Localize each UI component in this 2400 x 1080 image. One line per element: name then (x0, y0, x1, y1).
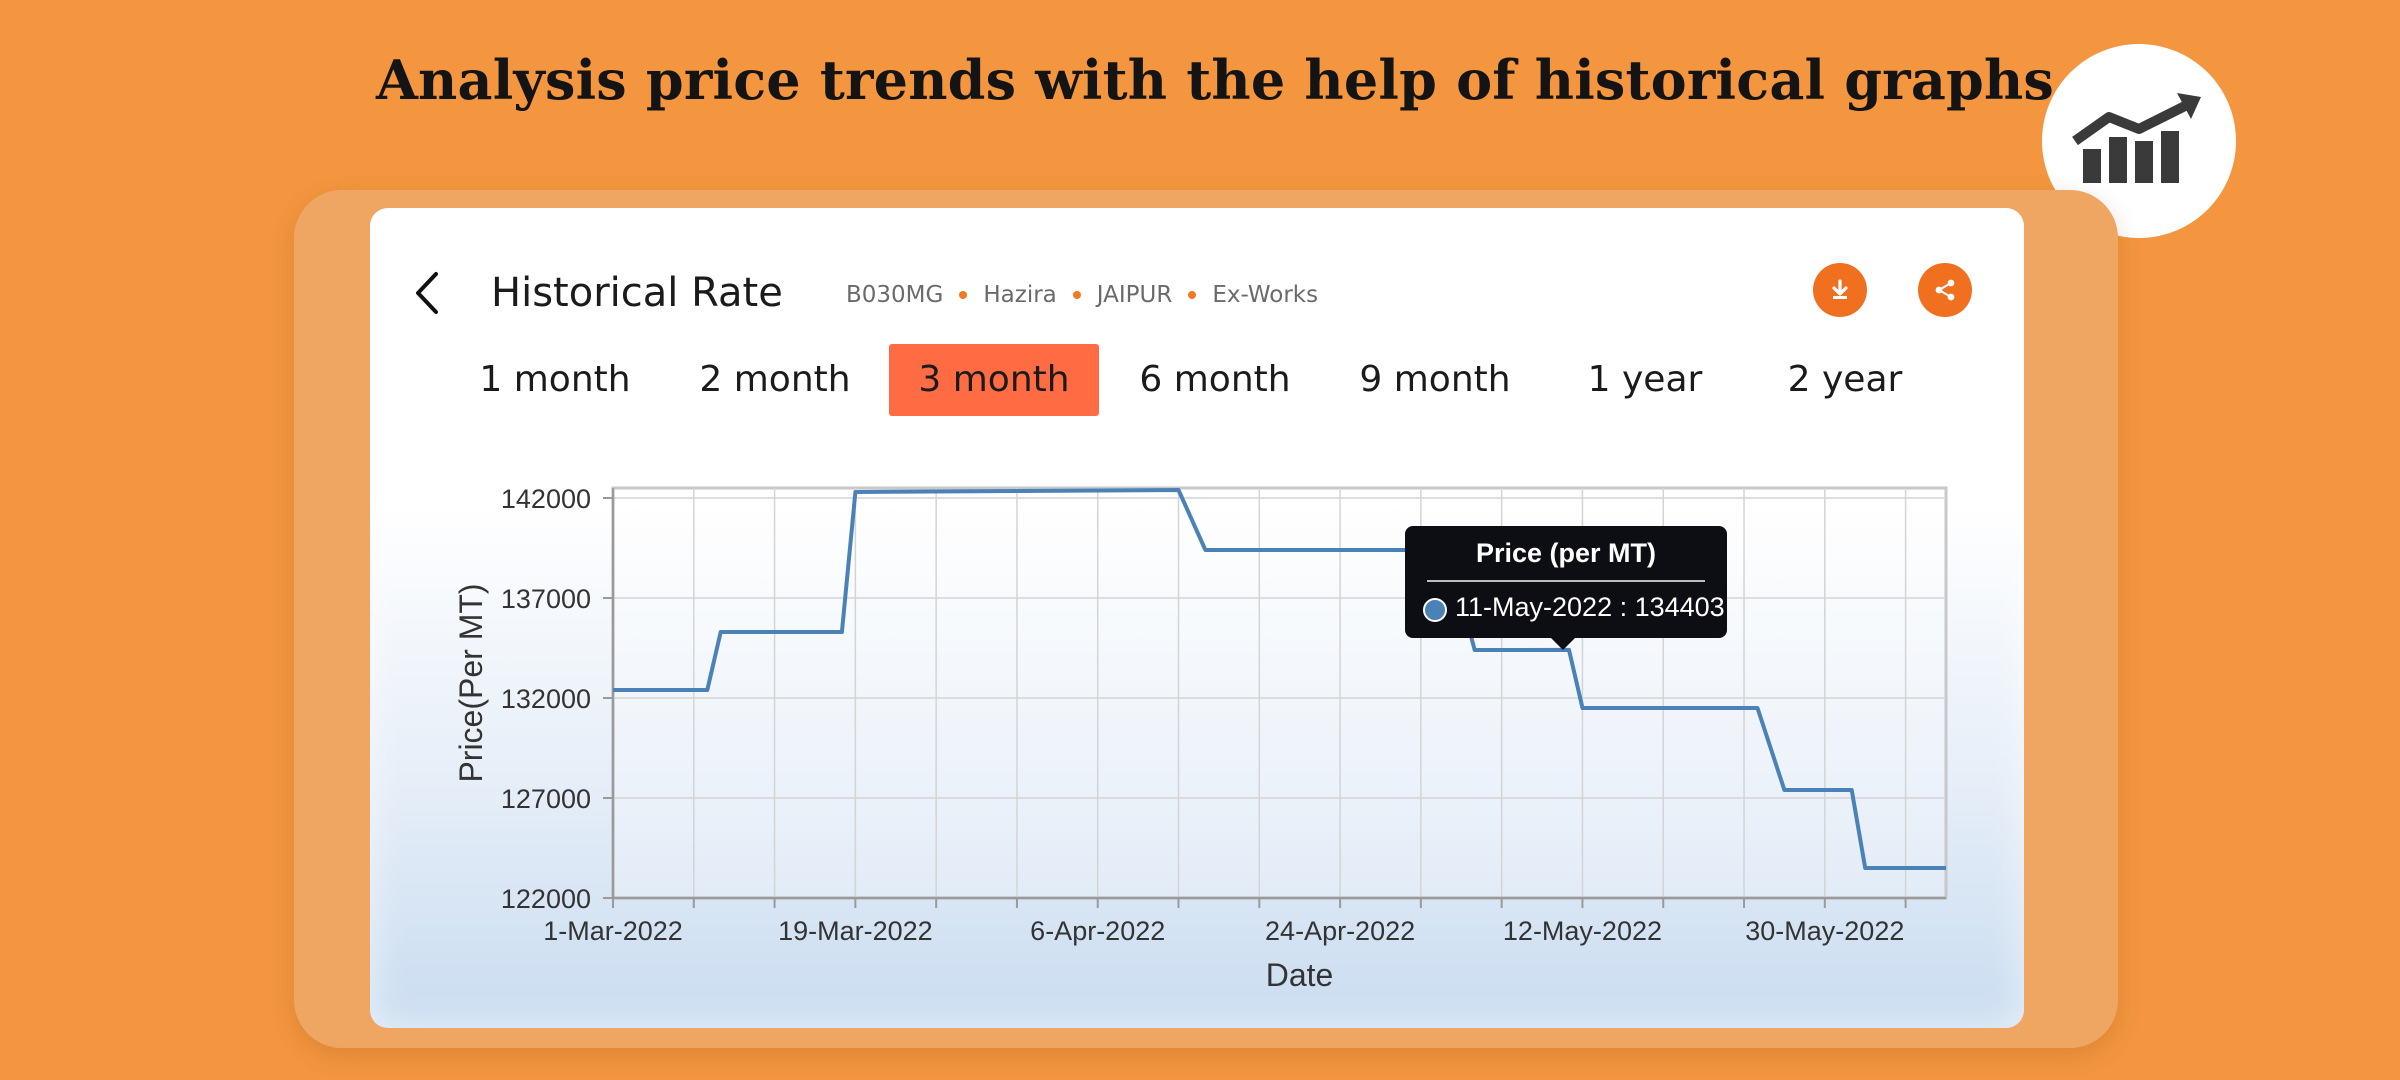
breadcrumb-product: B030MG (846, 282, 944, 308)
chevron-left-icon[interactable] (410, 268, 446, 318)
x-tick-label: 24-Apr-2022 (1265, 916, 1415, 946)
price-chart: 122000 127000 132000 137000 142000 1-Mar-2022… (453, 484, 1948, 993)
x-tick-label: 12-May-2022 (1503, 916, 1662, 946)
share-icon (1935, 279, 1955, 301)
y-tick-label: 142000 (501, 484, 591, 514)
tooltip-series-marker (1423, 598, 1447, 622)
y-tick-label: 132000 (501, 684, 591, 714)
x-axis-title: Date (1266, 957, 1334, 993)
separator-dot (959, 291, 968, 299)
x-tick-label: 30-May-2022 (1745, 916, 1904, 946)
page-title: Historical Rate (491, 270, 783, 316)
y-tick-label: 122000 (501, 884, 591, 914)
separator-dot (1072, 291, 1081, 299)
app-screen: Historical Rate B030MG Hazira JAIPUR Ex-… (370, 208, 2024, 1028)
separator-dot (1188, 291, 1197, 299)
tab-2-year[interactable]: 2 year (1787, 359, 1903, 400)
headline: Analysis price trends with the help of h… (375, 48, 2055, 112)
tab-2-month[interactable]: 2 month (699, 359, 851, 400)
tab-1-year[interactable]: 1 year (1587, 359, 1703, 400)
download-icon (1832, 279, 1848, 299)
tooltip-value: 11-May-2022 : 134403 (1455, 592, 1725, 622)
breadcrumb: B030MG Hazira JAIPUR Ex-Works (846, 282, 1318, 308)
tooltip-divider (1427, 580, 1705, 582)
tab-6-month[interactable]: 6 month (1139, 359, 1291, 400)
tab-9-month[interactable]: 9 month (1359, 359, 1511, 400)
breadcrumb-city: JAIPUR (1096, 282, 1173, 308)
x-tick-label: 19-Mar-2022 (778, 916, 933, 946)
chart-tooltip: Price (per MT) 11-May-2022 : 134403 (1405, 526, 1727, 650)
period-tabs: 1 month 2 month 3 month 6 month 9 month … (370, 344, 2024, 416)
tab-3-month[interactable]: 3 month (889, 344, 1099, 416)
breadcrumb-plant: Hazira (983, 282, 1057, 308)
y-axis-title: Price(Per MT) (453, 583, 489, 782)
share-button[interactable] (1918, 263, 1972, 317)
x-tick-label: 1-Mar-2022 (543, 916, 683, 946)
y-tick-label: 127000 (501, 784, 591, 814)
x-tick-label: 6-Apr-2022 (1030, 916, 1165, 946)
breadcrumb-terms: Ex-Works (1212, 282, 1319, 308)
tooltip-title: Price (per MT) (1475, 538, 1657, 568)
download-button[interactable] (1813, 263, 1867, 317)
tab-1-month[interactable]: 1 month (479, 359, 631, 400)
y-tick-label: 137000 (501, 584, 591, 614)
trending-chart-icon (2072, 93, 2201, 183)
